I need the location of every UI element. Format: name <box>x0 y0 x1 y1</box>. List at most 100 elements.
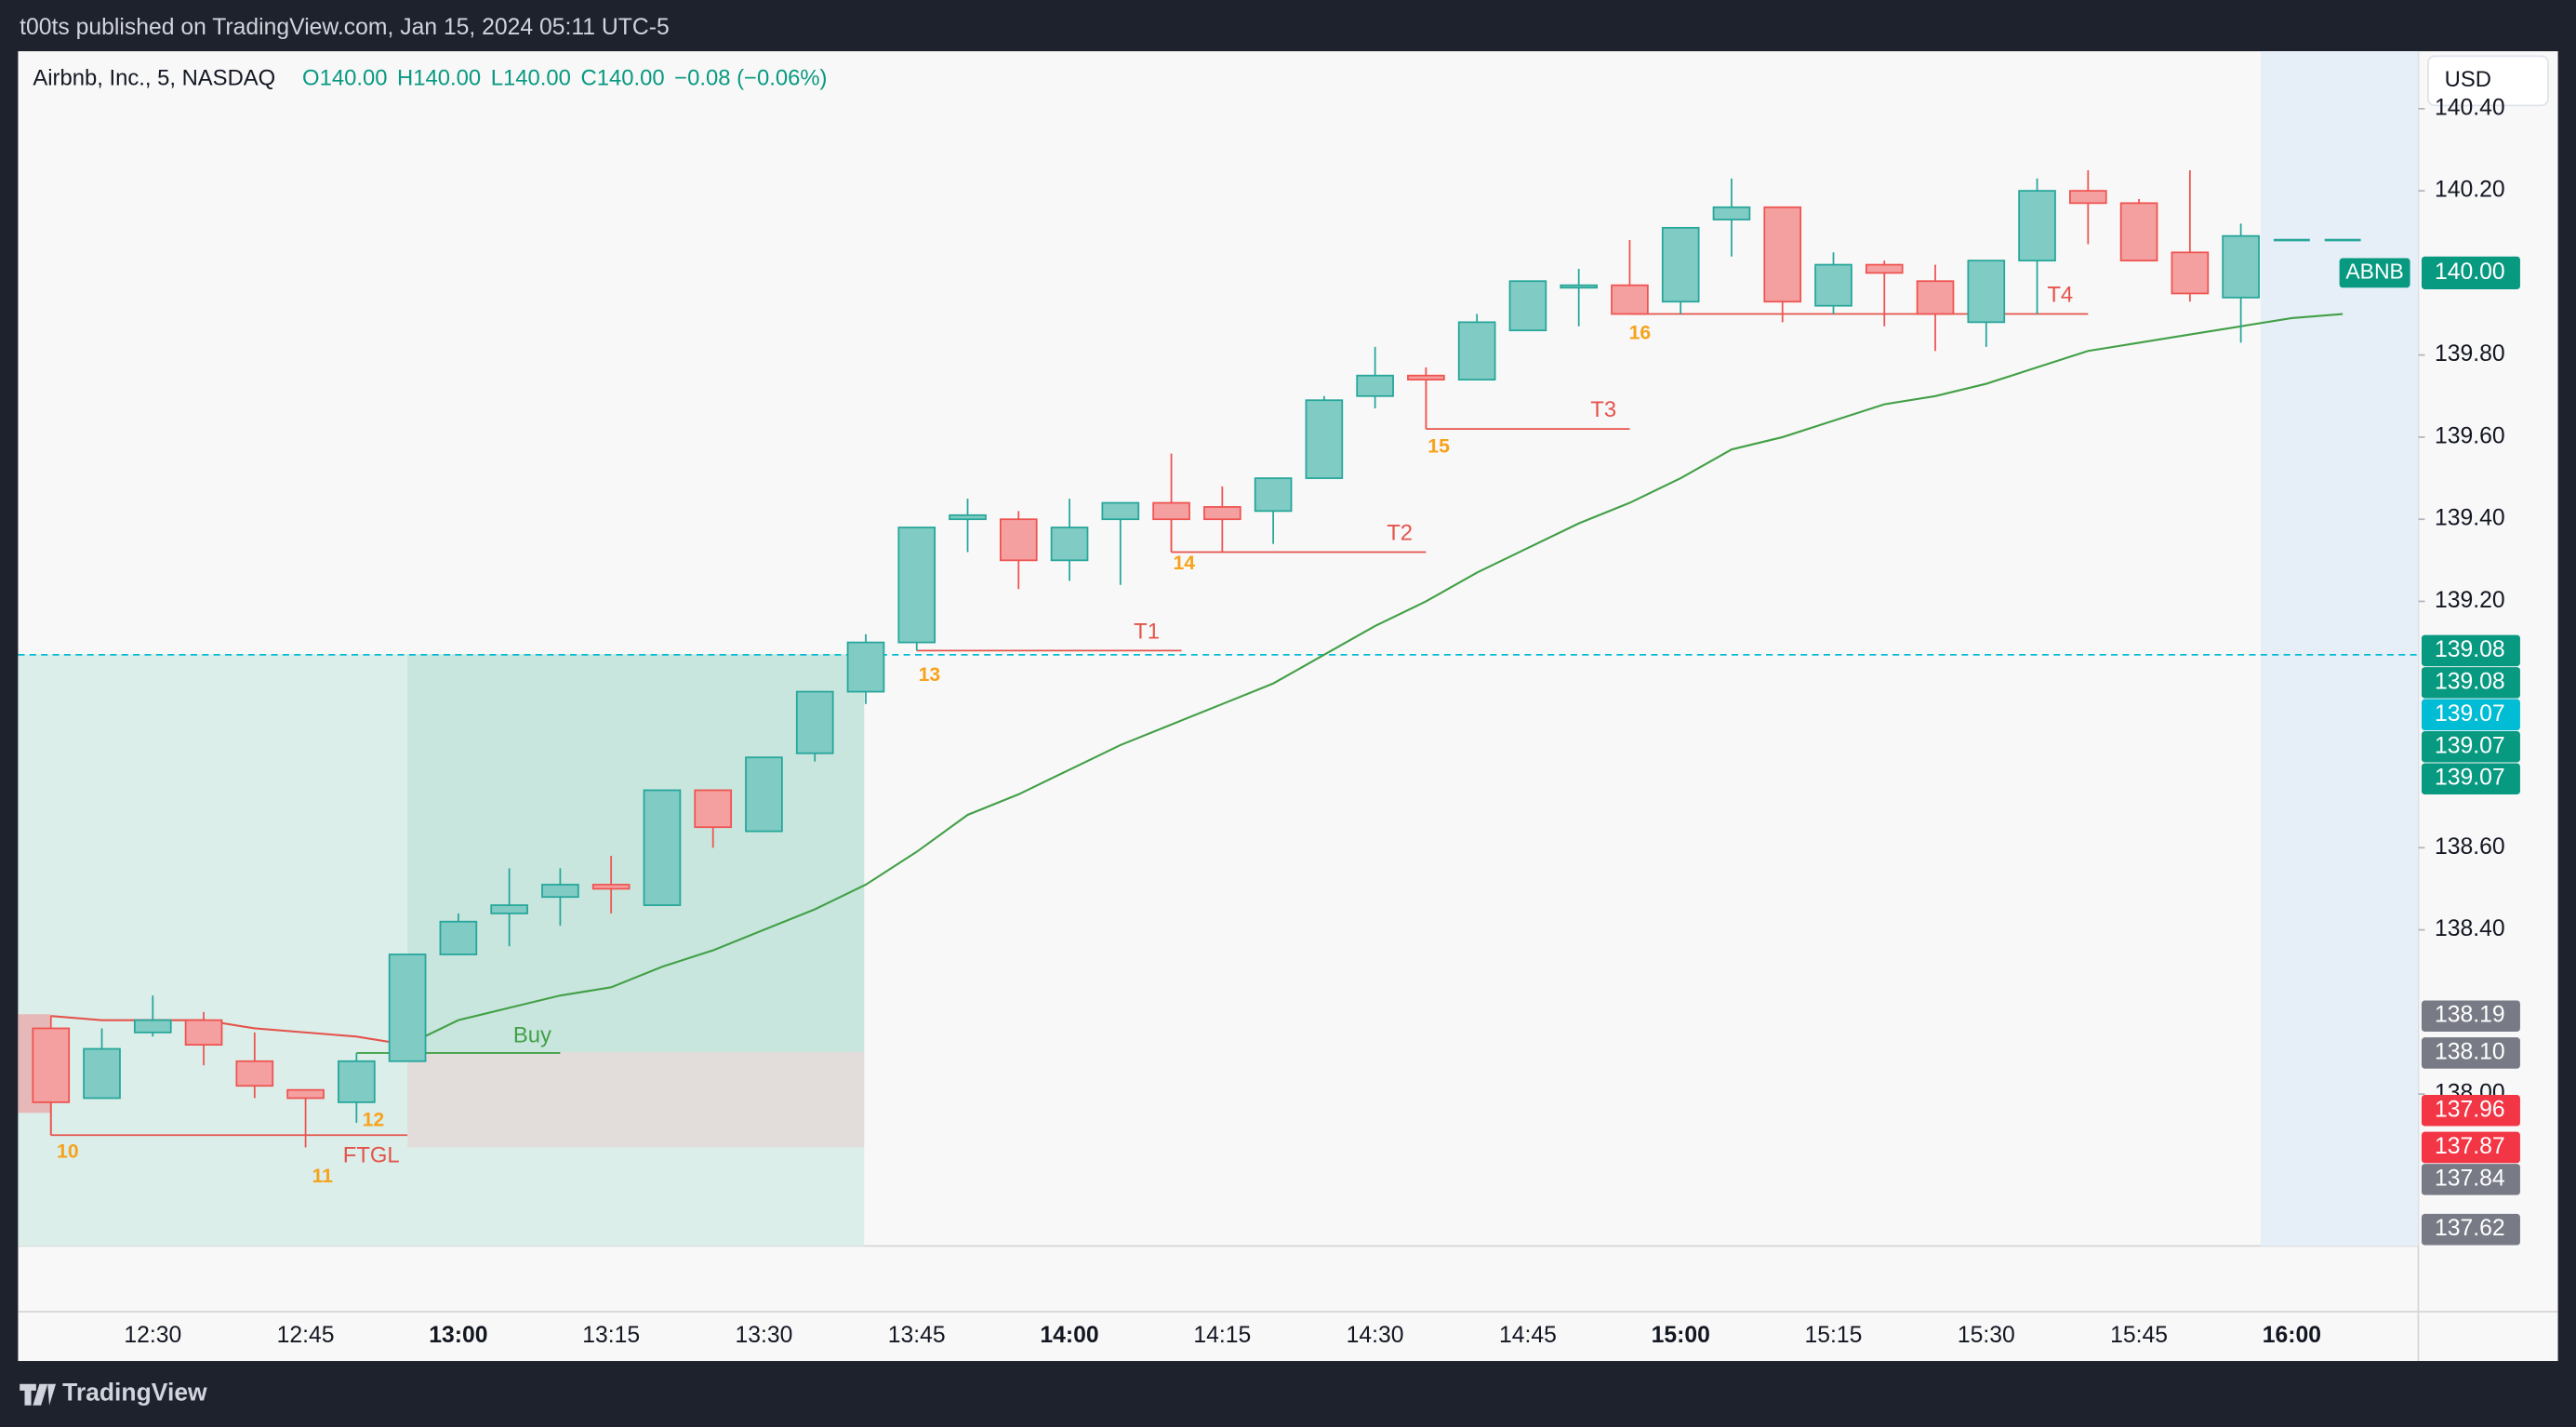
candle-body <box>1152 501 1190 521</box>
x-tick-label: 15:15 <box>1805 1323 1863 1348</box>
price-label: 139.07 <box>2435 701 2505 727</box>
candle-body <box>2018 190 2056 262</box>
header: t00ts published on TradingView.com, Jan … <box>20 15 670 40</box>
candle-body <box>439 920 478 955</box>
candle-body <box>1611 284 1649 315</box>
stop-zone <box>407 1051 865 1148</box>
legend-value: −0.08 (−0.06%) <box>674 65 827 90</box>
footer: TradingView <box>62 1378 207 1406</box>
bar-count: 14 <box>1173 553 1195 574</box>
candle-body <box>541 884 579 899</box>
candle-body <box>1305 399 1344 479</box>
moving-average <box>406 313 2344 1047</box>
level-label: T2 <box>1387 520 1413 545</box>
candle-body <box>388 954 427 1062</box>
x-tick-label: 14:00 <box>1040 1323 1098 1348</box>
level-label: FTGL <box>343 1142 400 1167</box>
price-label: 139.07 <box>2435 733 2505 758</box>
y-tick-label: 139.40 <box>2435 506 2505 531</box>
candle-body <box>897 527 936 644</box>
y-tick-label: 138.60 <box>2435 834 2505 860</box>
last-price-label: 140.00 <box>2435 260 2505 285</box>
price-label: 138.10 <box>2435 1039 2505 1064</box>
price-label: 137.62 <box>2435 1216 2505 1241</box>
candle-body <box>338 1060 376 1103</box>
price-label-box <box>2421 1094 2520 1127</box>
candle-body <box>1967 260 2006 324</box>
legend-value: L140.00 <box>491 65 571 90</box>
price-label: 139.08 <box>2435 637 2505 662</box>
moving-average <box>50 1015 408 1047</box>
x-tick-label: 14:30 <box>1347 1323 1404 1348</box>
level-label: T3 <box>1590 397 1616 422</box>
last-price-box <box>2421 256 2520 290</box>
candle-body <box>1763 206 1802 303</box>
last-price-tag <box>2339 258 2410 288</box>
candle-body <box>694 789 733 829</box>
price-label: 137.87 <box>2435 1134 2505 1159</box>
price-label-box <box>2421 667 2520 699</box>
price-label-box <box>2421 634 2520 667</box>
logo-mark <box>20 1383 57 1406</box>
x-tick-label: 15:30 <box>1958 1323 2015 1348</box>
price-label-box <box>2421 763 2520 795</box>
candle-body <box>999 518 1038 562</box>
bar-count: 16 <box>1629 323 1652 344</box>
candle-body <box>2069 190 2107 205</box>
candle-body <box>846 641 885 693</box>
x-tick-label: 13:15 <box>582 1323 640 1348</box>
footer-logo: TradingView <box>20 1378 207 1406</box>
x-tick-label: 14:15 <box>1193 1323 1251 1348</box>
x-tick-label: 14:45 <box>1499 1323 1557 1348</box>
candle-body <box>1814 263 1852 307</box>
candle-body <box>1916 280 1955 315</box>
price-label-box <box>2421 1000 2520 1033</box>
y-tick-label: 139.20 <box>2435 588 2505 613</box>
bar-count: 13 <box>919 664 941 686</box>
price-label: 139.08 <box>2435 669 2505 694</box>
price-label: 137.84 <box>2435 1166 2505 1191</box>
candle-body <box>235 1060 274 1087</box>
candle-body <box>1560 284 1599 289</box>
candle-body <box>1203 506 1242 521</box>
candle-body <box>745 756 783 833</box>
candle-body <box>1356 374 1394 397</box>
y-tick-label: 139.60 <box>2435 423 2505 448</box>
price-label-box <box>2421 730 2520 763</box>
candle-body <box>795 690 834 754</box>
x-tick-label: 12:30 <box>124 1323 181 1348</box>
candle-body <box>1712 206 1751 220</box>
bar-count: 10 <box>57 1140 79 1162</box>
candle-body <box>1508 280 1547 332</box>
legend-value: H140.00 <box>397 65 481 90</box>
price-label-box <box>2421 699 2520 731</box>
candle-body <box>83 1047 121 1100</box>
last-price-symbol: ABNB <box>2345 259 2404 283</box>
level-label: Buy <box>513 1023 551 1048</box>
level-label: T4 <box>2047 282 2073 307</box>
x-tick-label: 15:00 <box>1652 1323 1710 1348</box>
x-tick-label: 13:00 <box>429 1323 487 1348</box>
candle-body <box>490 904 528 914</box>
x-tick-label: 13:45 <box>888 1323 946 1348</box>
candle-body <box>1457 321 1496 381</box>
currency[interactable]: USD <box>2445 67 2491 92</box>
candle-body <box>133 1019 172 1034</box>
y-tick-label: 138.40 <box>2435 916 2505 941</box>
y-tick-label: 139.80 <box>2435 341 2505 367</box>
candle-body <box>1050 527 1089 562</box>
session-shade <box>2260 51 2419 1247</box>
currency-button[interactable] <box>2427 55 2549 107</box>
candle-body <box>1101 501 1140 521</box>
y-tick-label: 140.20 <box>2435 178 2505 203</box>
x-tick-label: 15:45 <box>2110 1323 2168 1348</box>
x-tick-label: 13:30 <box>736 1323 793 1348</box>
bar-count: 11 <box>312 1166 333 1187</box>
candle-body <box>643 789 682 906</box>
price-label-box <box>2421 1131 2520 1164</box>
y-tick-label: 140.40 <box>2435 95 2505 120</box>
candle-body <box>1865 263 1904 274</box>
candle-body <box>591 884 631 890</box>
